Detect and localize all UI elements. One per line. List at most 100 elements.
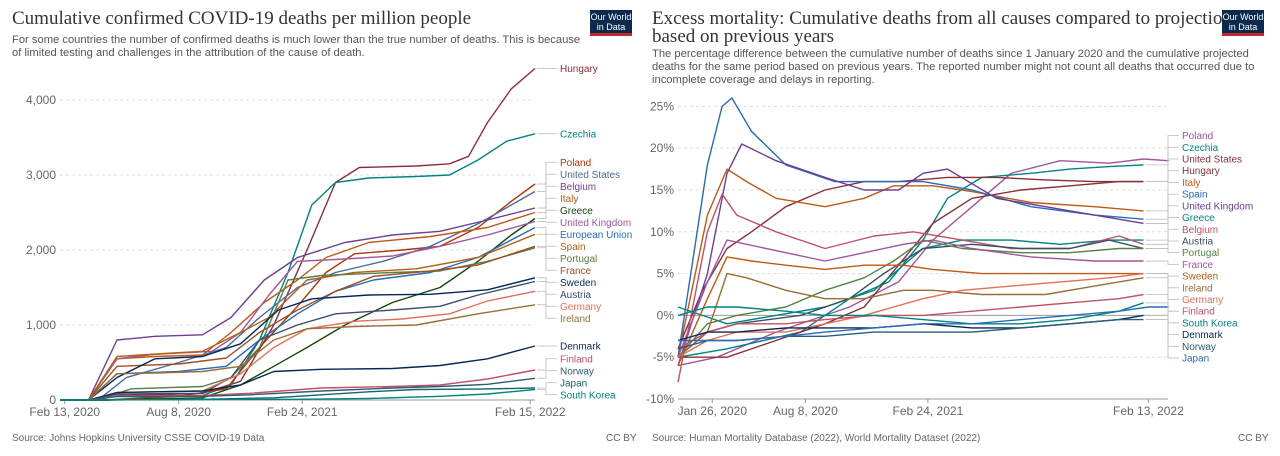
- label-connector-denmark: [1145, 314, 1179, 336]
- series-line-germany: [60, 290, 536, 401]
- series-label-hungary: Hungary: [1182, 166, 1220, 177]
- label-connector-portugal: [537, 247, 557, 259]
- series-line-france: [60, 245, 536, 401]
- y-tick-label: 3,000: [26, 168, 56, 182]
- series-label-ireland: Ireland: [1182, 283, 1213, 294]
- label-connector-austria: [1145, 240, 1179, 249]
- y-tick-label: 1,000: [26, 318, 56, 332]
- label-connector-sweden: [537, 277, 557, 283]
- y-tick-label: -10%: [646, 392, 674, 406]
- label-connector-greece: [1145, 217, 1179, 241]
- series-label-poland: Poland: [560, 158, 591, 169]
- series-label-norway: Norway: [1182, 342, 1216, 353]
- series-line-greece: [60, 217, 536, 401]
- series-label-sweden: Sweden: [560, 278, 596, 289]
- label-connector-hungary: [1145, 170, 1179, 183]
- y-tick-label: 20%: [650, 141, 674, 155]
- y-tick-label: 15%: [650, 183, 674, 197]
- series-label-italy: Italy: [560, 194, 578, 205]
- label-connector-germany: [537, 290, 557, 307]
- series-label-south-korea: South Korea: [560, 390, 616, 401]
- owid-logo-line2: in Data: [1228, 22, 1258, 32]
- series-label-united-kingdom: United Kingdom: [1182, 201, 1253, 212]
- y-tick-label: 0%: [657, 308, 675, 322]
- owid-logo[interactable]: Our World in Data: [590, 10, 632, 36]
- series-label-france: France: [560, 266, 592, 277]
- series-label-portugal: Portugal: [560, 254, 597, 265]
- series-line-poland: [677, 158, 1169, 367]
- series-line-south-korea: [677, 302, 1144, 325]
- series-line-japan: [678, 306, 1168, 342]
- series-line-norway: [60, 377, 536, 401]
- right-chart-subtitle-line2: deaths for the same period based on prev…: [652, 61, 1255, 73]
- x-tick-label: Feb 13, 2022: [1113, 404, 1184, 418]
- right-chart-title-line2: based on previous years: [652, 26, 835, 47]
- series-line-france: [677, 239, 1144, 358]
- label-connector-czechia: [1145, 146, 1179, 166]
- left-chart-svg: 0 1,000 2,000 3,000 4,000 Feb 13, 2020 Aug 8, …: [26, 64, 632, 419]
- label-connector-italy: [1145, 182, 1179, 212]
- label-connector-france: [1145, 260, 1179, 265]
- label-connector-belgium: [537, 185, 557, 209]
- x-tick-label: Feb 24, 2021: [267, 405, 338, 419]
- x-tick-label: Feb 13, 2020: [29, 405, 100, 419]
- label-connector-norway: [1145, 319, 1179, 347]
- left-chart-panel: Cumulative confirmed COVID-19 deaths per…: [12, 8, 637, 445]
- x-tick-label: Feb 24, 2021: [893, 404, 964, 418]
- series-line-finland: [677, 293, 1144, 350]
- series-label-united-states: United States: [1182, 155, 1242, 166]
- series-line-ireland: [60, 304, 536, 401]
- right-chart-panel: Excess mortality: Cumulative deaths from…: [640, 0, 1280, 456]
- series-line-united-states: [60, 190, 536, 401]
- label-connector-france: [537, 245, 557, 271]
- series-label-hungary: Hungary: [560, 64, 598, 75]
- series-line-portugal: [677, 239, 1144, 358]
- label-connector-poland: [1167, 135, 1179, 162]
- series-label-japan: Japan: [560, 378, 587, 389]
- series-label-european-union: European Union: [560, 230, 632, 241]
- label-connector-belgium: [1145, 228, 1179, 245]
- x-tick-label: Feb 15, 2022: [495, 405, 566, 419]
- label-connector-european-union: [537, 227, 557, 235]
- y-tick-label: 4,000: [26, 93, 56, 107]
- owid-logo[interactable]: Our World in Data: [1222, 10, 1264, 36]
- left-chart-subtitle-line2: of limited testing and challenges in the…: [12, 47, 365, 59]
- label-connector-united-states: [537, 173, 557, 192]
- right-chart-source: Source: Human Mortality Database (2022),…: [652, 433, 981, 444]
- series-label-germany: Germany: [560, 302, 601, 313]
- series-line-sweden: [60, 277, 536, 401]
- owid-logo-line1: Our World: [1222, 12, 1264, 22]
- series-label-belgium: Belgium: [1182, 225, 1218, 236]
- label-connector-finland: [537, 358, 557, 371]
- series-line-austria: [60, 280, 536, 401]
- label-connector-portugal: [1145, 248, 1179, 254]
- right-chart-svg: -10% -5% 0% 5% 10% 15% 20% 25% Jan 26, 2020 Aug 8…: [646, 97, 1253, 418]
- series-line-czechia: [677, 164, 1144, 358]
- series-label-spain: Spain: [560, 242, 586, 253]
- label-connector-poland: [537, 161, 557, 185]
- series-label-japan: Japan: [1182, 354, 1209, 365]
- y-tick-label: 2,000: [26, 243, 56, 257]
- label-connector-spain: [537, 233, 557, 247]
- series-label-belgium: Belgium: [560, 182, 596, 193]
- label-connector-germany: [1145, 273, 1179, 300]
- right-chart-license: CC BY: [1238, 433, 1269, 444]
- series-label-norway: Norway: [560, 366, 594, 377]
- label-connector-japan: [537, 382, 557, 389]
- label-connector-italy: [537, 197, 557, 213]
- series-line-spain: [60, 233, 536, 401]
- left-chart-subtitle-line1: For some countries the number of confirm…: [12, 34, 581, 46]
- series-label-greece: Greece: [1182, 213, 1215, 224]
- series-line-sweden: [677, 256, 1144, 366]
- series-label-sweden: Sweden: [1182, 272, 1218, 283]
- series-line-italy: [677, 168, 1144, 358]
- label-connector-united-kingdom: [537, 221, 557, 223]
- series-line-south-korea: [59, 388, 536, 401]
- series-line-spain: [677, 97, 1144, 358]
- left-chart-title: Cumulative confirmed COVID-19 deaths per…: [12, 8, 472, 29]
- series-label-spain: Spain: [1182, 190, 1208, 201]
- label-connector-japan: [1167, 306, 1179, 359]
- right-chart-subtitle-line1: The percentage difference between the cu…: [652, 48, 1249, 60]
- x-tick-label: Jan 26, 2020: [678, 404, 748, 418]
- series-line-belgium: [677, 193, 1144, 383]
